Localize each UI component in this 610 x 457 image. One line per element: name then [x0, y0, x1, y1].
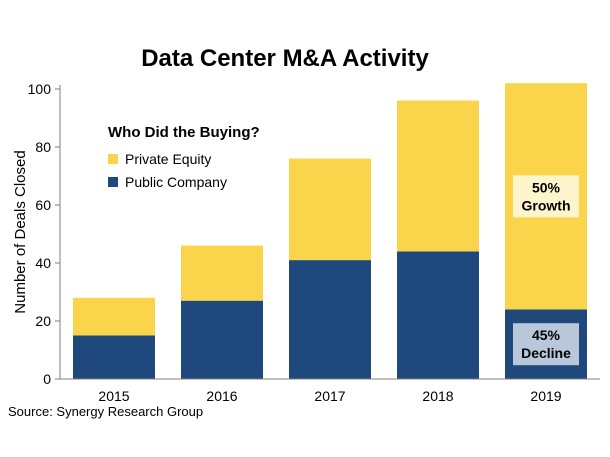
y-tick-label: 100: [28, 81, 52, 97]
y-tick-label: 20: [35, 313, 51, 329]
x-tick-label: 2018: [422, 388, 453, 404]
x-tick-label: 2015: [98, 388, 129, 404]
source-note: Source: Synergy Research Group: [8, 404, 203, 419]
legend-title: Who Did the Buying?: [108, 124, 260, 141]
x-tick-label: 2016: [206, 388, 237, 404]
bar-public-company-2015: [73, 335, 155, 379]
bar-private-equity-2016: [181, 245, 263, 301]
bar-public-company-2018: [397, 251, 479, 379]
annotation-text: Decline: [521, 345, 571, 361]
annotation-box: [513, 175, 579, 218]
annotation-text: 50%: [532, 179, 561, 195]
annotation-text: 45%: [532, 327, 561, 343]
y-tick-label: 0: [43, 371, 51, 387]
x-tick-label: 2019: [530, 388, 561, 404]
y-tick-label: 60: [35, 197, 51, 213]
annotation-text: Growth: [522, 197, 571, 213]
bar-private-equity-2017: [289, 158, 371, 261]
bar-private-equity-2015: [73, 297, 155, 336]
chart-title: Data Center M&A Activity: [141, 45, 429, 72]
legend-label-public-company: Public Company: [125, 174, 227, 190]
bar-private-equity-2018: [397, 100, 479, 252]
y-axis-label: Number of Deals Closed: [12, 150, 29, 313]
bar-public-company-2017: [289, 260, 371, 379]
y-tick-label: 40: [35, 255, 51, 271]
legend-label-private-equity: Private Equity: [125, 151, 211, 167]
plot-area: 0 20 40 60 80 100 2015 2016 2017 2018 2019 50% Growt…: [28, 81, 600, 404]
legend-swatch-private-equity: [108, 154, 118, 164]
x-tick-label: 2017: [314, 388, 345, 404]
legend: Who Did the Buying? Private Equity Publi…: [108, 124, 260, 190]
annotation-box: [513, 323, 579, 366]
legend-swatch-public-company: [108, 177, 118, 187]
y-tick-label: 80: [35, 139, 51, 155]
bar-public-company-2016: [181, 300, 263, 379]
